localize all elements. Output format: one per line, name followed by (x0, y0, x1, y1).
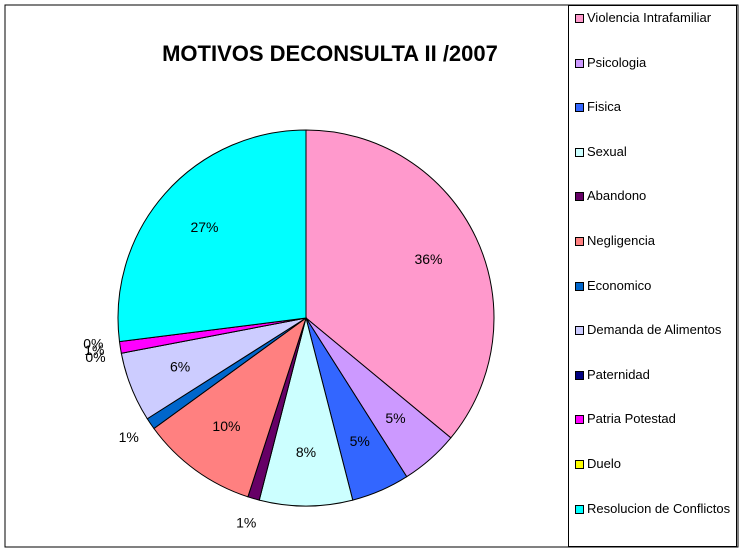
data-label: 36% (414, 251, 442, 267)
data-label: 1% (119, 429, 139, 445)
legend-item: Duelo (575, 456, 737, 472)
pie: 36%5%5%8%1%10%1%6%0%1%0%27% (83, 129, 495, 531)
legend-label: Psicologia (587, 54, 647, 70)
legend-swatch (575, 14, 584, 23)
data-label: 27% (190, 219, 218, 235)
legend-item: Abandono (575, 188, 737, 204)
legend-item: Resolucion de Conflictos (575, 501, 737, 517)
legend-item: Patria Potestad (575, 411, 737, 427)
data-label: 5% (350, 433, 370, 449)
legend-swatch (575, 504, 584, 514)
legend-item: Psicologia (575, 55, 737, 71)
data-label: 0% (83, 336, 103, 352)
legend-label: Abandono (587, 188, 647, 204)
legend-label: Duelo (587, 456, 621, 471)
legend-swatch (575, 370, 584, 380)
legend: Violencia Intrafamiliar Psicologia Fisica S… (568, 5, 737, 547)
legend-label: Negligencia (587, 233, 655, 248)
legend-item: Sexual (575, 144, 737, 160)
legend-swatch (575, 281, 584, 291)
legend-label: Violencia Intrafamiliar (587, 10, 712, 25)
legend-label: Demanda de Alimentos (587, 322, 722, 338)
legend-item: Violencia Intrafamiliar (575, 10, 737, 26)
data-label: 0% (85, 349, 105, 365)
legend-item: Negligencia (575, 233, 737, 249)
pie-slice (258, 317, 354, 507)
legend-label: Paternidad (587, 366, 650, 382)
data-label: 6% (170, 359, 190, 375)
legend-item: Economico (575, 278, 737, 294)
legend-label: Resolucion de Conflictos (587, 500, 731, 516)
legend-swatch (575, 58, 584, 68)
pie-slice (153, 316, 307, 498)
data-label: 5% (385, 410, 405, 426)
legend-swatch (575, 103, 584, 113)
chart-title: MOTIVOS DECONSULTA II /2007 (162, 41, 498, 66)
pie-slice (305, 129, 495, 439)
legend-item: Fisica (575, 99, 737, 115)
legend-swatch (575, 147, 584, 157)
legend-swatch (575, 192, 584, 202)
data-label: 1% (236, 515, 256, 531)
legend-item: Paternidad (575, 367, 737, 383)
legend-swatch (575, 326, 584, 336)
legend-label: Sexual (587, 143, 627, 159)
legend-label: Fisica (587, 99, 621, 115)
pie-slice (117, 129, 307, 343)
legend-label: Patria Potestad (587, 411, 676, 427)
legend-swatch (575, 460, 584, 469)
data-label: 1% (84, 342, 104, 358)
data-label: 8% (296, 444, 316, 460)
legend-swatch (575, 237, 584, 246)
legend-label: Economico (587, 277, 652, 293)
legend-swatch (575, 415, 584, 425)
legend-item: Demanda de Alimentos (575, 322, 737, 338)
data-label: 10% (212, 418, 240, 434)
